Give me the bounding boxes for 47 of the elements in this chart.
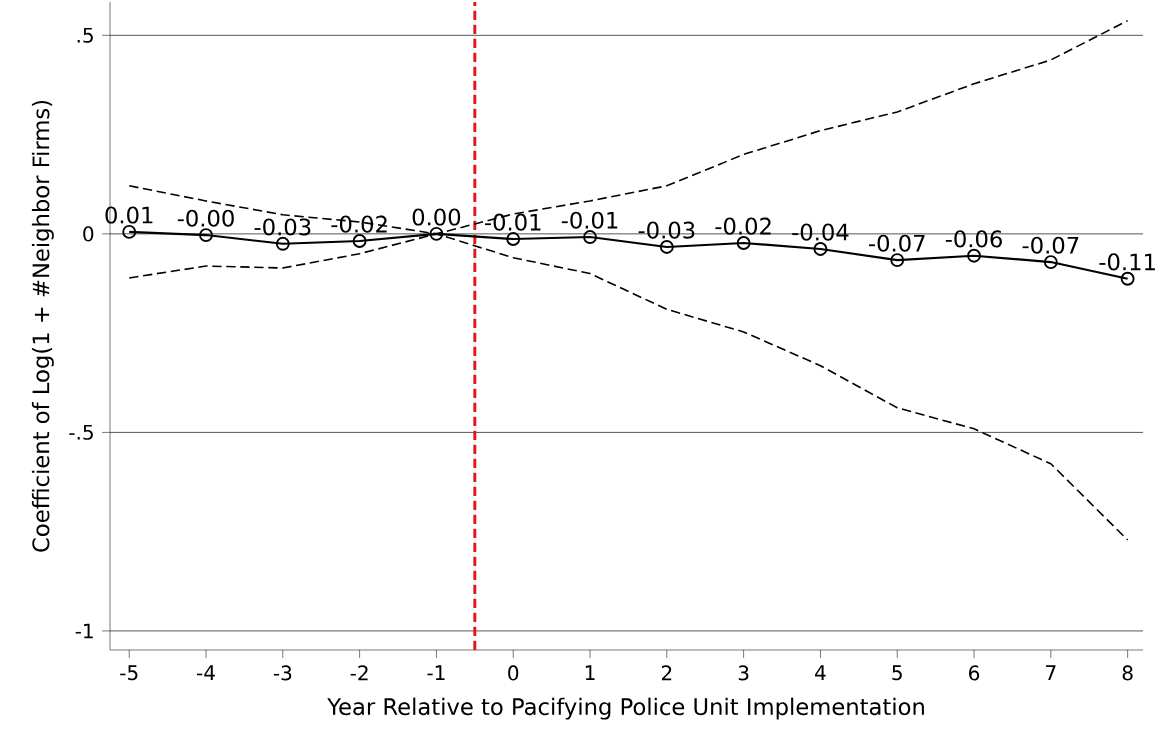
point bbox=[199, 228, 213, 242]
data-label: -0.04 bbox=[792, 223, 849, 241]
y-tick-label: .5 bbox=[77, 27, 93, 43]
point bbox=[506, 232, 521, 246]
data-label: 0.01 bbox=[105, 206, 153, 224]
y-axis-title: Coefficient of Log(1 + #Neighbor Firms) bbox=[31, 100, 54, 552]
x-tick-label: -3 bbox=[273, 665, 292, 681]
point bbox=[1043, 255, 1058, 269]
point bbox=[967, 248, 981, 263]
point bbox=[352, 234, 367, 248]
x-tick-label: 8 bbox=[1122, 665, 1133, 681]
x-tick-label: 4 bbox=[815, 665, 826, 680]
x-tick-label: 7 bbox=[1046, 665, 1056, 680]
x-axis-title: Year Relative to Pacifying Police Unit Implementation bbox=[327, 697, 924, 720]
data-label: -0.00 bbox=[177, 209, 234, 227]
x-tick-label: -2 bbox=[350, 665, 368, 681]
point bbox=[275, 236, 290, 251]
data-label: -0.03 bbox=[254, 218, 311, 236]
data-label: -0.11 bbox=[1099, 253, 1155, 271]
data-label: -0.07 bbox=[869, 234, 925, 252]
x-tick-label: -1 bbox=[427, 665, 445, 680]
y-tick-label: -.5 bbox=[69, 424, 93, 440]
point bbox=[813, 242, 828, 256]
point bbox=[659, 240, 674, 254]
data-label: -0.02 bbox=[715, 217, 771, 235]
x-tick-label: 2 bbox=[661, 665, 672, 681]
x-tick-label: 5 bbox=[892, 665, 902, 681]
data-label: -0.01 bbox=[561, 211, 618, 229]
y-tick-label: -1 bbox=[75, 623, 93, 639]
y-tick-label: 0 bbox=[83, 226, 94, 242]
data-label: -0.07 bbox=[1022, 236, 1079, 254]
data-label: -0.06 bbox=[945, 230, 1002, 248]
point bbox=[890, 253, 905, 268]
x-tick-label: -4 bbox=[197, 665, 215, 680]
data-label: -0.03 bbox=[638, 221, 695, 239]
x-tick-label: 0 bbox=[508, 665, 519, 681]
x-tick-label: 6 bbox=[969, 665, 980, 681]
point bbox=[736, 236, 751, 250]
point bbox=[583, 230, 597, 244]
data-label: -0.01 bbox=[485, 213, 541, 231]
point bbox=[1120, 271, 1135, 286]
x-tick-label: 3 bbox=[738, 665, 749, 681]
data-label: 0.00 bbox=[412, 208, 461, 226]
point bbox=[429, 226, 444, 241]
x-tick-label: -5 bbox=[120, 665, 138, 681]
x-tick-label: 1 bbox=[585, 665, 595, 680]
point bbox=[122, 224, 137, 239]
